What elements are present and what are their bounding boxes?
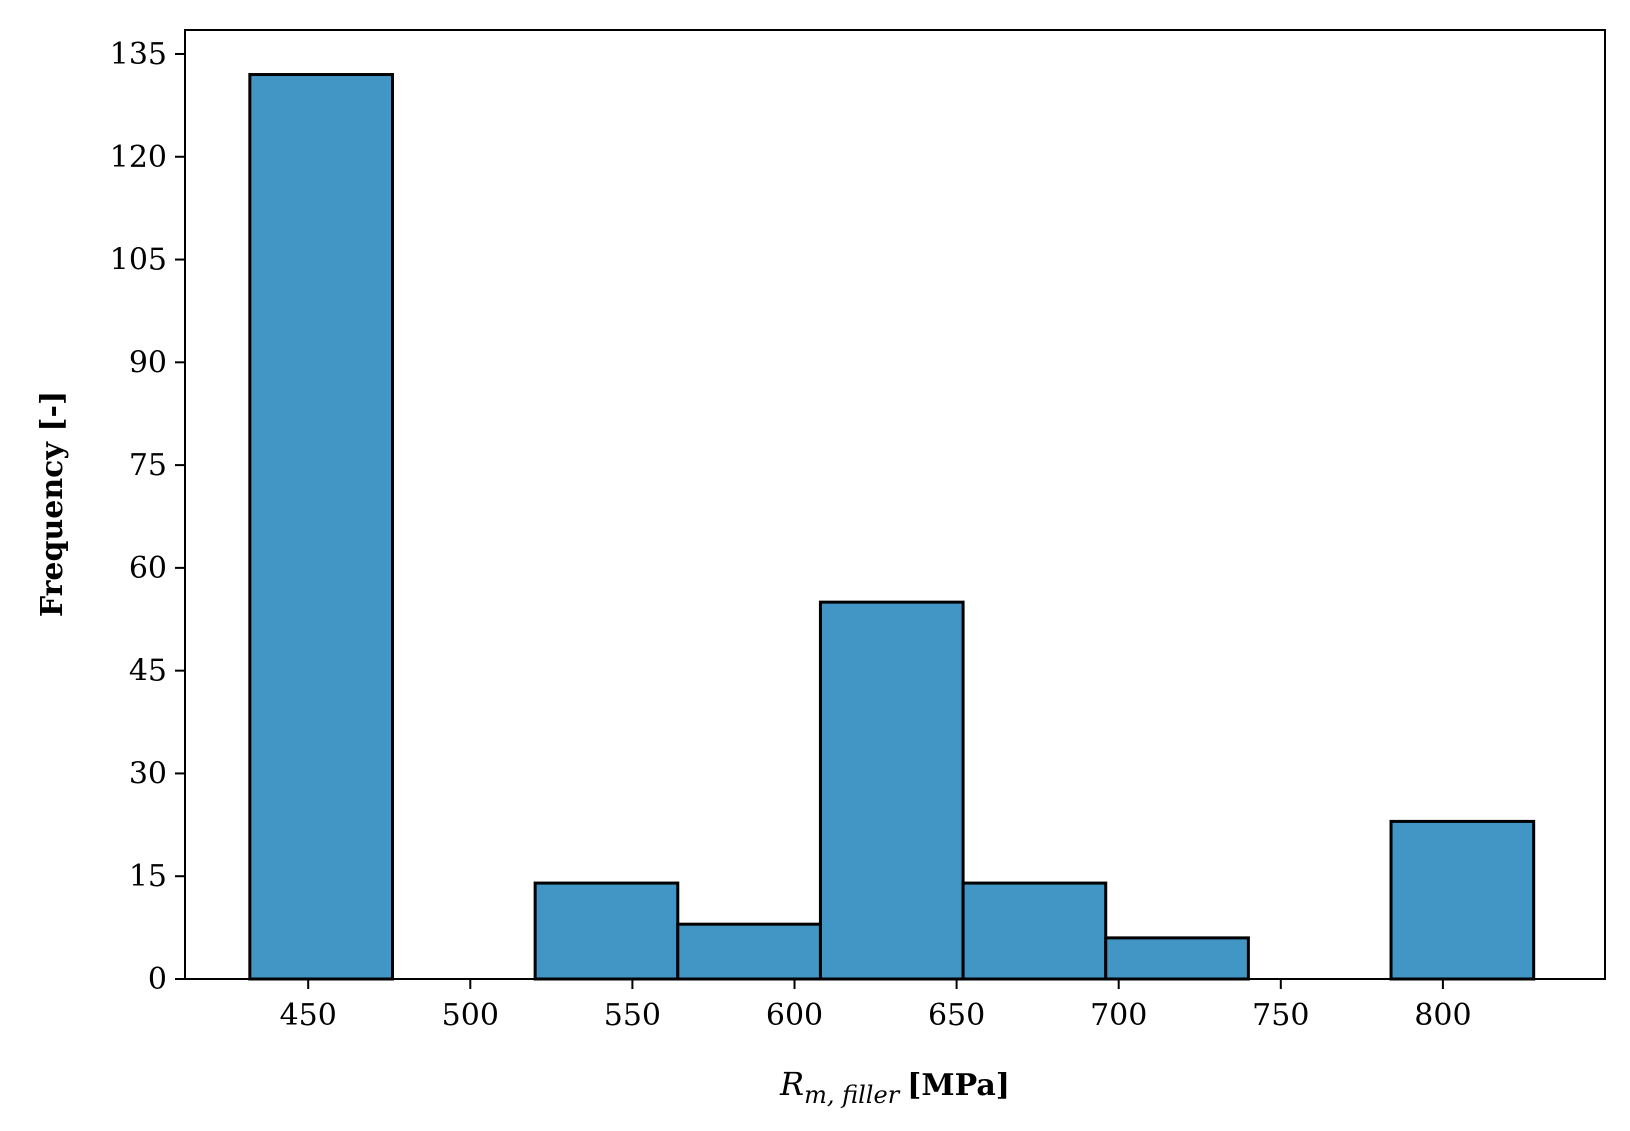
x-axis-label-unit: [MPa] [907, 1068, 1010, 1103]
y-tick-label: 45 [129, 654, 167, 689]
x-tick-label: 450 [280, 998, 337, 1033]
y-tick-label: 15 [129, 859, 167, 894]
x-tick-label: 650 [928, 998, 985, 1033]
y-tick-label: 105 [110, 243, 167, 278]
histogram-bar-7 [1104, 936, 1250, 981]
histogram-bar-4 [676, 922, 822, 981]
y-tick-label: 120 [110, 140, 167, 175]
y-tick-label: 90 [129, 345, 167, 380]
x-axis-label: Rm, filler [MPa] [779, 1065, 1010, 1109]
y-tick-label: 0 [148, 962, 167, 997]
histogram-bar-5 [818, 600, 965, 981]
y-axis-label: Frequency [-] [35, 391, 70, 617]
x-tick-label: 800 [1414, 998, 1471, 1033]
x-tick-label: 750 [1252, 998, 1309, 1033]
y-tick-label: 135 [110, 37, 167, 72]
x-tick-label: 600 [766, 998, 823, 1033]
x-axis-label-main: R [779, 1065, 804, 1103]
x-axis-label-subscript: m, filler [804, 1081, 901, 1109]
x-tick-label: 550 [604, 998, 661, 1033]
x-tick-label: 700 [1090, 998, 1147, 1033]
histogram-bar-6 [961, 881, 1108, 981]
x-tick-label: 500 [442, 998, 499, 1033]
y-tick-label: 30 [129, 756, 167, 791]
histogram-bar-1 [248, 73, 394, 981]
y-axis-ticks: 0 15 30 45 60 75 90 105 120 135 [110, 37, 185, 997]
y-tick-label: 60 [129, 551, 167, 586]
plot-frame [184, 29, 1606, 980]
y-tick-label: 75 [129, 448, 167, 483]
x-axis-ticks: 450 500 550 600 650 700 750 800 [280, 979, 1472, 1033]
histogram-bar-9 [1389, 819, 1536, 981]
histogram-bars [248, 73, 1536, 981]
histogram-bar-3 [533, 881, 680, 981]
